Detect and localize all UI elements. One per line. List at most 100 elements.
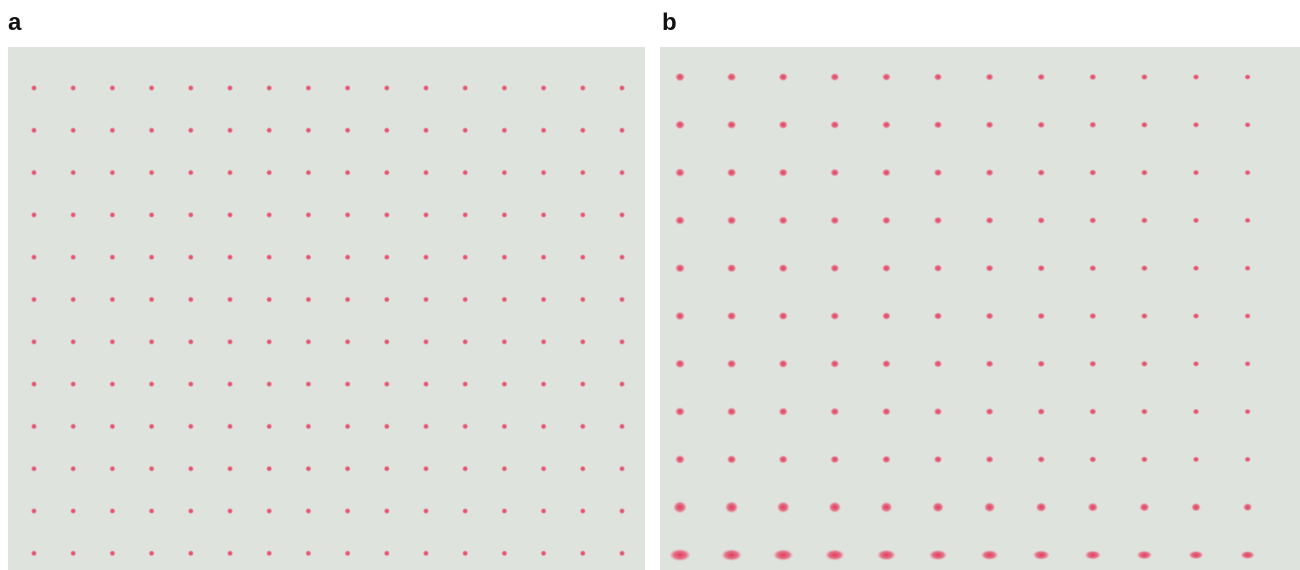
dot (828, 501, 841, 512)
dot (305, 508, 311, 514)
dot (540, 127, 546, 133)
dot (830, 121, 839, 129)
dot (266, 381, 272, 387)
dot (31, 296, 37, 302)
dot (1089, 265, 1097, 272)
dot (580, 127, 586, 133)
dot (1240, 551, 1255, 559)
dot (31, 550, 37, 556)
dot (1141, 169, 1148, 176)
dot (501, 423, 507, 429)
dot (188, 169, 194, 175)
dot (580, 508, 586, 514)
dot (1244, 313, 1251, 319)
dot (779, 360, 788, 368)
dot (721, 549, 742, 561)
dot (423, 85, 429, 91)
dot (1089, 74, 1097, 81)
panel-b-photo (660, 47, 1300, 570)
dot (501, 169, 507, 175)
dot (981, 550, 999, 560)
dot (1037, 360, 1045, 367)
dot (188, 550, 194, 556)
dot (675, 407, 685, 416)
dot (423, 550, 429, 556)
dot (109, 212, 115, 218)
dot (31, 127, 37, 133)
dot (779, 73, 788, 81)
dot (344, 296, 350, 302)
dot (462, 381, 468, 387)
dot (619, 381, 625, 387)
dot (384, 550, 390, 556)
dot (384, 296, 390, 302)
dot (540, 85, 546, 91)
dot (1244, 409, 1251, 415)
dot (986, 169, 994, 176)
dot (934, 73, 943, 81)
dot (462, 85, 468, 91)
dot (727, 455, 737, 464)
dot (227, 127, 233, 133)
dot (1089, 313, 1097, 320)
dot (462, 212, 468, 218)
dot (344, 212, 350, 218)
dot (70, 169, 76, 175)
dot (109, 508, 115, 514)
dot (986, 408, 994, 415)
dot (384, 85, 390, 91)
dot (540, 423, 546, 429)
dot (501, 127, 507, 133)
dot (384, 169, 390, 175)
dot (675, 120, 685, 129)
dot (580, 466, 586, 472)
dot (188, 381, 194, 387)
dot (70, 254, 76, 260)
dot (501, 381, 507, 387)
dot (31, 381, 37, 387)
dot (227, 212, 233, 218)
dot (779, 121, 788, 129)
dot (1141, 361, 1148, 368)
dot (1141, 74, 1148, 81)
dot (1193, 265, 1200, 271)
dot (344, 381, 350, 387)
dot (344, 423, 350, 429)
dot (882, 169, 891, 177)
dot (1193, 361, 1200, 367)
dot (109, 296, 115, 302)
dot (882, 264, 891, 272)
dot (1193, 122, 1200, 128)
dot (1087, 502, 1098, 512)
dot (344, 508, 350, 514)
dot (227, 296, 233, 302)
dot (423, 423, 429, 429)
dot (619, 169, 625, 175)
dot (1193, 74, 1200, 80)
dot (384, 466, 390, 472)
dot (727, 264, 737, 273)
dot (830, 455, 839, 463)
dot (31, 212, 37, 218)
panel-label: b (662, 9, 677, 36)
dot (384, 254, 390, 260)
dot (830, 360, 839, 368)
dot (188, 296, 194, 302)
dot (580, 169, 586, 175)
dot (675, 73, 685, 82)
dot (305, 466, 311, 472)
dot (830, 169, 839, 177)
dot (773, 549, 794, 561)
dot (188, 254, 194, 260)
dot (580, 85, 586, 91)
dot (1188, 551, 1203, 560)
dot (1037, 121, 1045, 128)
dot (501, 466, 507, 472)
dot (70, 296, 76, 302)
dot (266, 127, 272, 133)
dot (188, 508, 194, 514)
dot (109, 381, 115, 387)
dot (779, 312, 788, 320)
dot (227, 381, 233, 387)
dot (1193, 217, 1200, 223)
